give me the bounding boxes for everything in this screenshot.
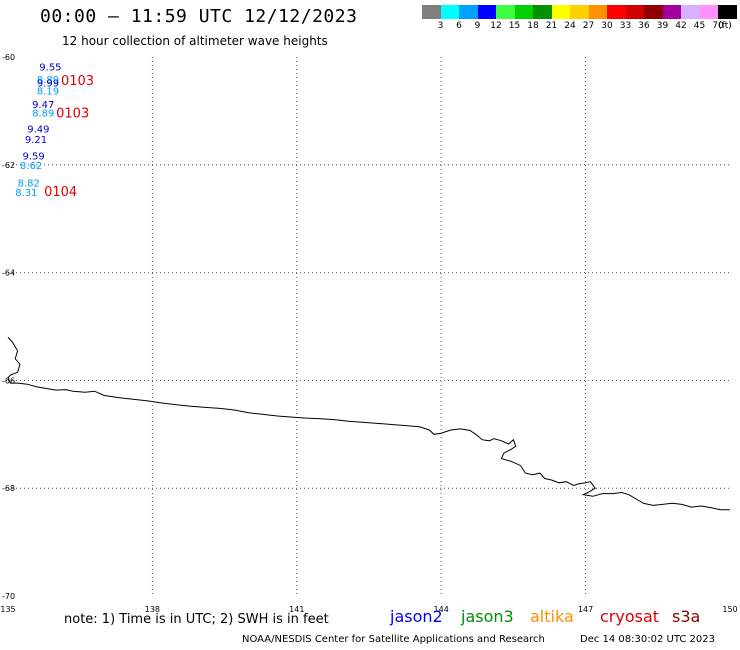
wave-height-value: 9.55 <box>39 62 61 73</box>
satellite-jason3-label: jason3 <box>461 607 514 626</box>
legend-unit: (ft) <box>718 21 732 31</box>
satellite-altika-label: altika <box>530 607 574 626</box>
legend-label: 24 <box>564 21 576 31</box>
wave-height-value: 8.19 <box>37 87 59 98</box>
legend-label: 9 <box>474 21 481 31</box>
pass-time-label: 0104 <box>44 185 77 200</box>
wave-height-value: 8.89 <box>37 75 59 86</box>
longitude-label: 135 <box>0 605 15 614</box>
wave-height-value: 8.82 <box>18 178 40 189</box>
legend-swatch <box>588 5 607 19</box>
legend-swatch <box>662 5 681 19</box>
map-subtitle: 12 hour collection of altimeter wave hei… <box>62 34 328 48</box>
latitude-label: -66 <box>2 376 15 385</box>
wave-height-value: 8.31 <box>15 188 37 199</box>
legend-label: 27 <box>582 21 595 31</box>
generation-timestamp: Dec 14 08:30:02 UTC 2023 <box>580 634 715 645</box>
wave-height-value: 9.21 <box>25 135 47 146</box>
satellite-pass-labels: 0103 0103 0104 <box>44 74 94 200</box>
longitude-label: 141 <box>289 605 304 614</box>
legend-swatch <box>681 5 700 19</box>
axis-tick-labels: 135 138 141 144 147 150 -60 -62 -64 -66 -68 -70 <box>0 53 737 614</box>
legend-label: 39 <box>656 21 669 31</box>
legend-label: 18 <box>527 21 539 31</box>
legend-swatch <box>533 5 552 19</box>
wave-height-value: 9.59 <box>22 151 44 162</box>
satellite-cryosat-label: cryosat <box>600 607 660 626</box>
legend-label: 15 <box>508 21 521 31</box>
legend-swatch <box>551 5 570 19</box>
legend-swatch <box>496 5 515 19</box>
legend-label: 21 <box>545 21 558 31</box>
longitude-label: 150 <box>722 605 737 614</box>
wave-height-color-legend: 3 6 9 12 15 18 21 24 27 30 33 36 39 42 45 70 (ft) <box>422 5 738 41</box>
legend-label: 12 <box>490 21 502 31</box>
latitude-label: -68 <box>2 484 15 493</box>
legend-swatch <box>699 5 718 19</box>
legend-label: 45 <box>693 21 706 31</box>
longitude-label: 147 <box>578 605 593 614</box>
wave-height-value: 9.49 <box>27 124 49 135</box>
legend-swatches <box>422 5 738 19</box>
legend-label: 6 <box>456 21 462 31</box>
legend-label: 42 <box>675 21 687 31</box>
satellite-jason2-label: jason2 <box>390 607 443 626</box>
legend-swatch <box>607 5 626 19</box>
latitude-label: -64 <box>2 269 15 278</box>
pass-time-label: 0103 <box>56 106 89 121</box>
latitude-label: -60 <box>2 53 15 62</box>
graticule-grid <box>8 57 730 596</box>
map-title: 00:00 – 11:59 UTC 12/12/2023 <box>40 6 358 27</box>
legend-swatch <box>625 5 644 19</box>
latitude-label: -70 <box>2 592 15 601</box>
legend-swatch <box>477 5 496 19</box>
wave-height-value: 8.62 <box>20 161 42 172</box>
legend-label: 30 <box>601 21 613 31</box>
latitude-label: -62 <box>2 161 15 170</box>
antarctic-coastline <box>7 336 730 511</box>
legend-swatch <box>644 5 663 19</box>
legend-label: 70 <box>712 21 724 31</box>
legend-swatch <box>422 5 441 19</box>
wave-height-value: 8.89 <box>32 108 54 119</box>
legend-swatch <box>459 5 478 19</box>
legend-label: 36 <box>638 21 650 31</box>
wave-height-measurements: 9.558.899.998.199.478.899.499.219.598.62… <box>15 62 61 199</box>
satellite-s3a-label: s3a <box>672 607 701 626</box>
longitude-label: 144 <box>434 605 449 614</box>
legend-swatch <box>718 5 737 19</box>
legend-swatch <box>440 5 459 19</box>
legend-swatch <box>570 5 589 19</box>
legend-swatch <box>514 5 533 19</box>
wave-height-value: 9.47 <box>32 100 54 111</box>
legend-label: 33 <box>619 21 632 31</box>
wave-height-value: 9.99 <box>37 79 59 90</box>
pass-time-label: 0103 <box>61 74 94 89</box>
footer-note: note: 1) Time is in UTC; 2) SWH is in fe… <box>64 612 329 627</box>
legend-label: 3 <box>437 21 444 31</box>
legend-labels: 3 6 9 12 15 18 21 24 27 30 33 36 39 42 45 70 (ft) <box>422 19 738 33</box>
longitude-label: 138 <box>145 605 160 614</box>
credit-line: NOAA/NESDIS Center for Satellite Applica… <box>242 634 545 645</box>
